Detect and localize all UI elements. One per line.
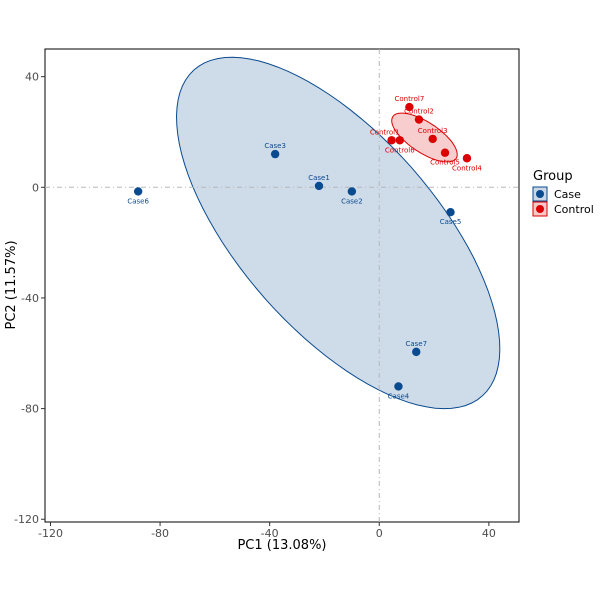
legend-label-control: Control (554, 203, 594, 216)
ellipse-control (391, 112, 458, 163)
legend-title: Group (533, 169, 573, 184)
y-tick-label: 40 (25, 71, 39, 84)
x-tick-label: -120 (38, 527, 63, 540)
point-label-case1: Case1 (308, 174, 330, 182)
point-control4 (462, 154, 472, 163)
point-label-case2: Case2 (341, 197, 363, 205)
legend-label-case: Case (554, 188, 581, 201)
legend: Group Case Control (532, 169, 594, 217)
point-case2 (347, 187, 357, 196)
point-control6 (395, 136, 405, 145)
legend-marker-control (536, 205, 544, 213)
x-axis-title: PC1 (13.08%) (237, 538, 326, 553)
y-tick-label: -40 (21, 292, 39, 305)
ellipse-case (175, 56, 501, 410)
x-tick-label: -40 (261, 527, 279, 540)
point-case5 (446, 207, 455, 217)
x-tick-label: 0 (376, 527, 383, 540)
point-label-control4: Control4 (452, 164, 482, 172)
point-control3 (428, 134, 437, 144)
y-tick-label: 0 (32, 181, 39, 194)
axis-ticks: -120 -80 -40 0 40 40 0 -40 -80 -120 (14, 71, 496, 540)
point-label-control1: Control1 (370, 128, 400, 136)
point-control1 (387, 136, 396, 145)
reference-lines (45, 49, 519, 522)
point-label-control6: Control6 (385, 146, 415, 154)
point-case4 (394, 382, 403, 391)
point-control5 (440, 148, 450, 157)
point-control2 (414, 115, 424, 124)
y-tick-label: -80 (21, 403, 39, 416)
point-case1 (314, 181, 324, 191)
point-label-case7: Case7 (405, 340, 427, 348)
y-tick-label: -120 (14, 513, 39, 526)
point-label-control3: Control3 (418, 127, 448, 135)
y-axis-title: PC2 (11.57%) (4, 240, 19, 329)
point-case6 (133, 187, 143, 196)
point-case3 (270, 149, 280, 159)
point-label-control7: Control7 (395, 95, 425, 103)
point-label-case6: Case6 (127, 197, 149, 205)
point-label-case5: Case5 (440, 218, 462, 226)
point-label-control5: Control5 (430, 159, 460, 167)
confidence-ellipses (175, 56, 501, 410)
legend-marker-case (536, 190, 544, 198)
data-points: Case1 Case2 Case3 Case4 Case5 Case6 Case7 Contr… (127, 95, 482, 400)
point-label-case3: Case3 (264, 142, 286, 150)
x-tick-label: 40 (482, 527, 496, 540)
point-case7 (412, 347, 421, 357)
point-control7 (405, 102, 414, 112)
point-label-case4: Case4 (388, 392, 410, 400)
point-label-control2: Control2 (404, 108, 434, 116)
x-tick-label: -80 (151, 527, 169, 540)
